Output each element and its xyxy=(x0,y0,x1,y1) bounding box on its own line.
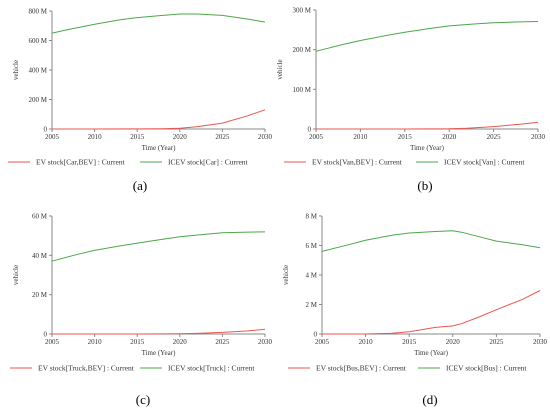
chart-c-x-tick-label: 2015 xyxy=(130,338,145,346)
chart-b-x-tick-label: 2020 xyxy=(442,133,457,141)
legend-c-ev-label: EV stock[Truck,BEV] : Current xyxy=(38,364,135,373)
panel-c: 0 20 M 40 M 60 M 2005 2010 2015 2020 2025 2030 Tim… xyxy=(10,213,273,407)
chart-a-series-icev-line xyxy=(51,13,266,34)
chart-b-x-tick-label: 2025 xyxy=(487,133,502,141)
chart-d-plot: 0 2 M 4 M 6 M 8 M 2005 2010 2015 2020 2025 2030 Tim… xyxy=(282,213,548,358)
chart-a-y-tick-label: 800 M xyxy=(29,8,48,16)
chart-c-y-tick-label: 40 M xyxy=(32,252,48,260)
chart-d-y-axis-label: vehicle xyxy=(282,265,290,285)
chart-a-x-tick-label: 2015 xyxy=(130,133,145,141)
chart-a-y-axis-label: vehicle xyxy=(12,60,20,80)
chart-d-y-tick-label: 0 xyxy=(314,331,318,339)
chart-c-plot: 0 20 M 40 M 60 M 2005 2010 2015 2020 2025 2030 Tim… xyxy=(12,213,273,358)
chart-b-x-tick-label: 2030 xyxy=(531,133,546,141)
chart-d-x-tick-label: 2005 xyxy=(315,338,330,346)
chart-a-x-tick-label: 2010 xyxy=(88,133,103,141)
panel-b: 0 100 M 200 M 300 M 2005 2010 2015 2020 2025 2030… xyxy=(276,7,546,194)
chart-c-x-tick-label: 2005 xyxy=(45,338,60,346)
chart-c-series-icev-line xyxy=(51,231,266,262)
chart-d-y-tick-label: 8 M xyxy=(306,213,318,221)
chart-c-x-axis-label: Time (Year) xyxy=(142,349,177,357)
chart-c-y-tick-label: 60 M xyxy=(32,213,48,221)
chart-d-y-tick-label: 2 M xyxy=(306,301,318,309)
chart-b-y-tick-label: 100 M xyxy=(293,86,312,94)
chart-c-x-tick-label: 2010 xyxy=(88,338,103,346)
legend-a-ev-label: EV stock[Car,BEV] : Current xyxy=(36,158,126,167)
chart-a-x-tick-label: 2030 xyxy=(258,133,273,141)
chart-c-series-ev-line xyxy=(52,328,266,335)
chart-b-y-axis-label: vehicle xyxy=(276,59,284,79)
chart-a-y-tick-label: 200 M xyxy=(29,96,48,104)
chart-d-x-axis-label: Time (Year) xyxy=(414,349,449,357)
chart-d-x-tick-label: 2015 xyxy=(402,338,417,346)
chart-d-y-tick-label: 6 M xyxy=(306,242,318,250)
chart-d-series-icev-line xyxy=(321,230,541,252)
panel-c-label: (c) xyxy=(136,392,150,407)
chart-d-y-tick-label: 4 M xyxy=(306,272,318,280)
chart-b-y-tick-label: 0 xyxy=(308,126,312,134)
chart-b-x-axis-label: Time (Year) xyxy=(410,144,445,152)
panel-a: 0 200 M 400 M 600 M 800 M 2005 2010 2015 2020 202… xyxy=(8,8,273,193)
chart-c-y-tick-label: 20 M xyxy=(32,291,48,299)
panel-b-label: (b) xyxy=(417,178,432,193)
chart-b-x-tick-label: 2015 xyxy=(398,133,413,141)
chart-b-x-tick-label: 2005 xyxy=(309,133,324,141)
chart-c-x-tick-label: 2025 xyxy=(215,338,230,346)
chart-a-x-tick-label: 2025 xyxy=(215,133,230,141)
chart-a-x-tick-label: 2005 xyxy=(45,133,60,141)
legend-b-icev-label: ICEV stock[Van] : Current xyxy=(444,158,525,167)
chart-c-y-axis-label: vehicle xyxy=(12,265,20,285)
chart-d-x-tick-label: 2020 xyxy=(446,338,461,346)
chart-b-series-ev-line xyxy=(316,121,539,130)
legend-d-icev-label: ICEV stock[Bus] : Current xyxy=(446,364,527,373)
chart-d-x-tick-label: 2025 xyxy=(489,338,504,346)
legend-c-icev-label: ICEV stock[Truck] : Current xyxy=(168,364,255,373)
chart-b-plot: 0 100 M 200 M 300 M 2005 2010 2015 2020 2025 2030… xyxy=(276,7,546,153)
chart-d-x-tick-label: 2030 xyxy=(533,338,548,346)
chart-a-y-tick-label: 400 M xyxy=(29,67,48,75)
chart-a-x-tick-label: 2020 xyxy=(173,133,188,141)
panel-d: 0 2 M 4 M 6 M 8 M 2005 2010 2015 2020 2025 2030 Tim… xyxy=(282,213,548,408)
chart-a-x-axis-label: Time (Year) xyxy=(142,144,177,152)
legend-a-icev-label: ICEV stock[Car] : Current xyxy=(168,158,249,167)
chart-c-x-tick-label: 2030 xyxy=(258,338,273,346)
chart-b-y-tick-label: 300 M xyxy=(293,7,312,15)
panel-d-label: (d) xyxy=(422,392,437,407)
chart-c-y-tick-label: 0 xyxy=(44,331,48,339)
legend-d-ev-label: EV stock[Bus,BEV] : Current xyxy=(316,364,407,373)
chart-a-plot: 0 200 M 400 M 600 M 800 M 2005 2010 2015 2020 202… xyxy=(12,8,273,153)
chart-a-series-ev-line xyxy=(52,109,266,130)
panel-a-label: (a) xyxy=(133,178,147,193)
chart-b-series-icev-line xyxy=(315,21,539,52)
chart-a-y-tick-label: 600 M xyxy=(29,37,48,45)
legend-b-ev-label: EV stock[Van,BEV] : Current xyxy=(312,158,403,167)
chart-b-x-tick-label: 2010 xyxy=(353,133,368,141)
chart-a-y-tick-label: 0 xyxy=(44,126,48,134)
chart-d-series-ev-line xyxy=(322,290,541,335)
chart-c-x-tick-label: 2020 xyxy=(173,338,188,346)
chart-b-y-tick-label: 200 M xyxy=(293,46,312,54)
chart-d-x-tick-label: 2010 xyxy=(359,338,374,346)
